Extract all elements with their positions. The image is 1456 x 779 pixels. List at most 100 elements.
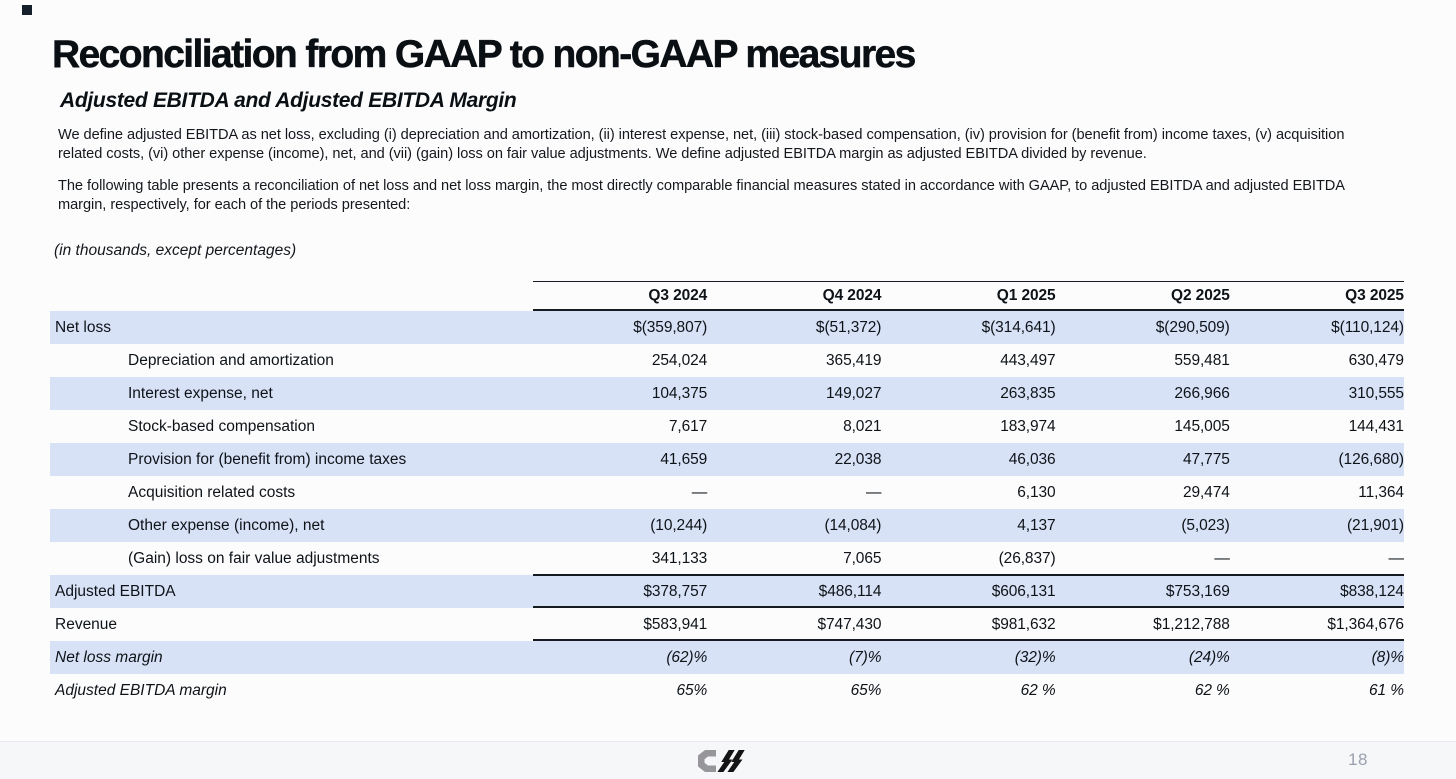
section-subtitle: Adjusted EBITDA and Adjusted EBITDA Marg… — [60, 89, 517, 113]
table-cell: 266,966 — [1174, 384, 1230, 402]
row-label: (Gain) loss on fair value adjustments — [128, 549, 380, 567]
table-header-row: Q3 2024 Q4 2024 Q1 2025 Q2 2025 Q3 2025 — [50, 281, 1404, 312]
table-cell: 11,364 — [1358, 483, 1404, 501]
table-cell: $606,131 — [991, 582, 1056, 600]
table-row: Stock-based compensation 7,617 8,021 183,97… — [50, 410, 1404, 443]
table-cell: 4,137 — [1017, 516, 1056, 534]
table-cell: — — [691, 483, 708, 501]
table-cell: 183,974 — [1000, 417, 1056, 435]
table-row: Net loss $(359,807) $(51,372) $(314,641) $(2… — [50, 311, 1404, 345]
table-cell: $583,941 — [643, 615, 708, 633]
table-cell: 145,005 — [1174, 417, 1230, 435]
table-cell: — — [865, 483, 882, 501]
table-cell: $753,169 — [1165, 582, 1230, 600]
row-label: Stock-based compensation — [128, 417, 315, 435]
table-cell: 7,065 — [843, 549, 882, 567]
coreweave-logo — [698, 750, 745, 772]
footer-bar: 18 — [0, 741, 1456, 779]
table-cell: (62)% — [666, 648, 708, 666]
table-cell: $747,430 — [817, 615, 882, 633]
table-cell: $(110,124) — [1331, 318, 1404, 336]
definition-paragraph: We define adjusted EBITDA as net loss, e… — [58, 127, 1345, 163]
table-row: Interest expense, net 104,375 149,027 263,8… — [50, 377, 1404, 411]
table-row: Net loss margin (62)% (7)% (32)% (24)% (8)% — [50, 641, 1404, 675]
table-cell: $(51,372) — [815, 318, 882, 336]
row-label: Net loss margin — [55, 648, 163, 666]
row-label: Depreciation and amortization — [128, 351, 334, 369]
table-cell: (14,084) — [824, 516, 882, 534]
column-header-4: Q3 2025 — [1345, 287, 1404, 305]
table-cell: $486,114 — [818, 582, 882, 600]
table-cell: $981,632 — [991, 615, 1056, 633]
table-cell: (21,901) — [1347, 516, 1404, 534]
table-cell: 62 % — [1020, 681, 1056, 699]
table-cell: 62 % — [1194, 681, 1230, 699]
table-cell: $1,212,788 — [1153, 615, 1230, 633]
table-cell: — — [1214, 549, 1230, 567]
row-label: Adjusted EBITDA margin — [55, 681, 227, 699]
table-cell: 29,474 — [1182, 483, 1230, 501]
table-row: Provision for (benefit from) income taxe… — [50, 443, 1404, 477]
page-title: Reconciliation from GAAP to non-GAAP mea… — [52, 33, 917, 76]
table-cell: $(359,807) — [633, 318, 708, 336]
table-intro-paragraph: The following table presents a reconcili… — [58, 178, 1345, 214]
table-cell: 22,038 — [834, 450, 882, 468]
table-row: Depreciation and amortization 254,024 365,… — [50, 344, 1404, 377]
row-label: Interest expense, net — [128, 384, 273, 402]
column-header-2: Q1 2025 — [996, 287, 1056, 305]
table-cell: (32)% — [1014, 648, 1056, 666]
reconciliation-table: Q3 2024 Q4 2024 Q1 2025 Q2 2025 Q3 2025 Net l… — [50, 281, 1404, 707]
units-note: (in thousands, except percentages) — [54, 242, 297, 260]
table-cell: 104,375 — [651, 384, 708, 402]
slide-content: Reconciliation from GAAP to non-GAAP mea… — [0, 33, 1456, 707]
table-cell: 310,555 — [1348, 384, 1404, 402]
table-cell: 65% — [850, 681, 882, 699]
row-label: Revenue — [55, 615, 118, 633]
column-header-1: Q4 2024 — [822, 287, 882, 305]
row-label: Adjusted EBITDA — [55, 582, 176, 600]
page-number: 18 — [1348, 750, 1368, 769]
table-cell: 254,024 — [651, 351, 708, 369]
table-cell: 7,617 — [668, 417, 708, 435]
table-cell: $1,364,676 — [1327, 615, 1404, 633]
table-cell: 149,027 — [826, 384, 882, 402]
row-label: Net loss — [55, 318, 111, 336]
table-cell: 263,835 — [1000, 384, 1056, 402]
table-cell: 8,021 — [843, 417, 882, 435]
table-cell: 46,036 — [1008, 450, 1056, 468]
table-cell: 443,497 — [1000, 351, 1056, 369]
table-cell: — — [1388, 549, 1405, 567]
table-cell: 41,659 — [660, 450, 708, 468]
row-label: Other expense (income), net — [128, 516, 325, 534]
table-cell: (126,680) — [1338, 450, 1404, 468]
table-cell: 559,481 — [1174, 351, 1230, 369]
corner-mark — [22, 5, 32, 15]
table-cell: (24)% — [1188, 648, 1230, 666]
table-row: Adjusted EBITDA $378,757 $486,114 $606,131 $… — [50, 574, 1404, 609]
table-cell: $378,757 — [643, 582, 708, 600]
table-cell: (10,244) — [650, 516, 708, 534]
table-cell: 630,479 — [1348, 351, 1404, 369]
table-row: Other expense (income), net (10,244) (14,0… — [50, 509, 1404, 543]
table-cell: 144,431 — [1348, 417, 1404, 435]
table-row: Adjusted EBITDA margin 65% 65% 62 % 62 % 61 % — [50, 674, 1404, 707]
table-cell: $(314,641) — [981, 318, 1056, 336]
table-cell: 365,419 — [826, 351, 882, 369]
table-row: Revenue $583,941 $747,430 $981,632 $1,212,78… — [50, 608, 1404, 642]
row-label: Acquisition related costs — [128, 483, 296, 501]
table-row: (Gain) loss on fair value adjustments 341… — [50, 542, 1404, 575]
row-label: Provision for (benefit from) income taxe… — [128, 450, 407, 468]
table-cell: (26,837) — [998, 549, 1056, 567]
table-cell: (5,023) — [1181, 516, 1230, 534]
table-cell: 341,133 — [651, 549, 708, 567]
table-cell: $(290,509) — [1155, 318, 1230, 336]
column-header-3: Q2 2025 — [1170, 287, 1230, 305]
table-cell: 61 % — [1369, 681, 1404, 699]
table-cell: 65% — [676, 681, 708, 699]
table-cell: 47,775 — [1182, 450, 1230, 468]
table-row: Acquisition related costs — — 6,130 29,474 11… — [50, 476, 1404, 509]
table-cell: (8)% — [1371, 648, 1404, 666]
column-header-0: Q3 2024 — [648, 287, 708, 305]
table-cell: 6,130 — [1017, 483, 1056, 501]
